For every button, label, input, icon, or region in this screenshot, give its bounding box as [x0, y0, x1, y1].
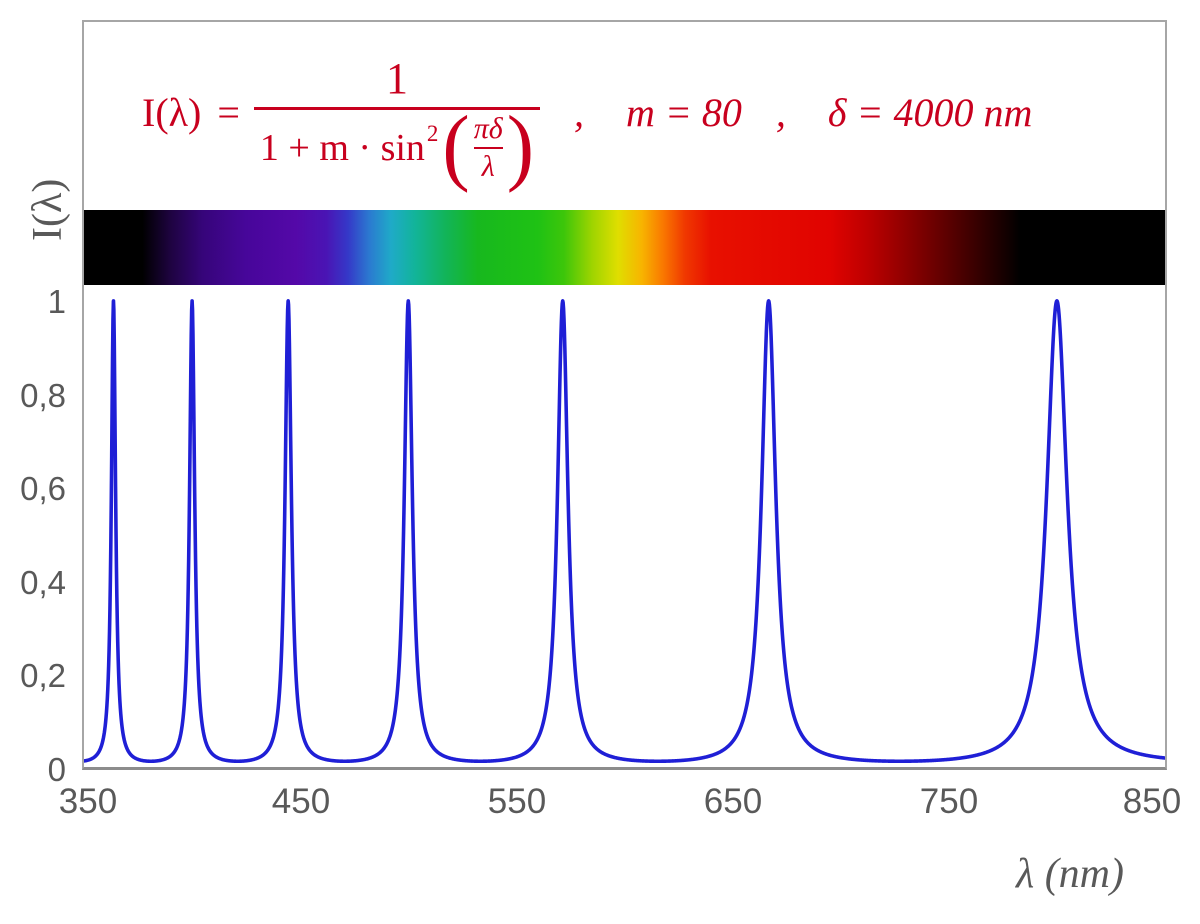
param-m: m = 80: [626, 89, 742, 135]
formula-comma-2: ,: [775, 89, 786, 135]
x-tick-label: 850: [1122, 782, 1182, 821]
y-tick-label: 0,6: [20, 470, 66, 508]
y-tick-label: 0,2: [20, 657, 66, 695]
fraction-denominator: 1 + m · sin 2 ( πδ λ ): [254, 97, 540, 193]
y-tick-label: 0: [47, 751, 66, 788]
x-axis-title: λ (nm): [1016, 851, 1124, 897]
x-tick-label: 450: [271, 782, 331, 821]
open-paren: (: [442, 97, 470, 193]
param-delta: δ = 4000 nm: [827, 89, 1033, 135]
formula-lhs: I(λ): [142, 89, 202, 135]
y-tick-label: 0,8: [20, 376, 66, 414]
close-paren: ): [506, 97, 535, 193]
intensity-curve: [84, 299, 1165, 764]
sin-exponent: 2: [426, 120, 439, 146]
inner-fraction-rule: [473, 146, 503, 149]
plot-frame: I(λ) = 1 1 + m · sin 2 ( πδ λ ) ,: [82, 20, 1167, 770]
inner-denominator: λ: [481, 149, 495, 183]
x-tick-label: 650: [703, 782, 763, 821]
denominator-text: 1 + m · sin: [259, 126, 425, 169]
inner-numerator: πδ: [473, 111, 503, 145]
formula-annotation: I(λ) = 1 1 + m · sin 2 ( πδ λ ) ,: [142, 32, 1152, 192]
visible-spectrum-bar: [84, 210, 1165, 285]
intensity-curve-svg: [84, 299, 1165, 764]
y-tick-label: 1: [47, 283, 66, 320]
inner-fraction: πδ λ: [473, 111, 503, 184]
x-tick-label: 350: [58, 782, 118, 821]
fraction-rule: [253, 106, 541, 110]
y-tick-label: 0,4: [20, 563, 66, 601]
formula-comma-1: ,: [574, 89, 585, 135]
x-tick-label: 750: [919, 782, 979, 821]
formula-equals: =: [217, 89, 240, 135]
formula-fraction: 1 1 + m · sin 2 ( πδ λ ): [253, 53, 541, 193]
y-axis-title: I(λ): [25, 178, 71, 242]
fraction-numerator: 1: [385, 53, 408, 103]
x-tick-label: 550: [487, 782, 547, 821]
